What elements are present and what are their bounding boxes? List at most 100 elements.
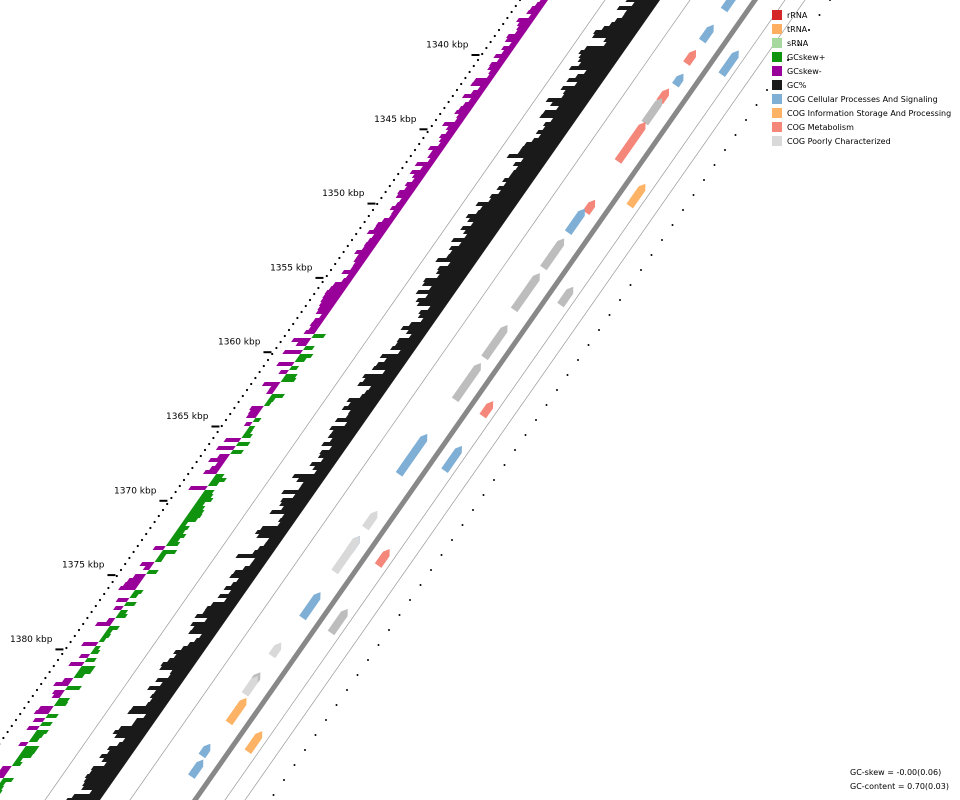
gc-content-bar [320, 458, 340, 462]
gene-arrow [451, 362, 481, 403]
gc-skew-bar [94, 622, 113, 626]
scale-dot [128, 556, 131, 560]
gc-content-bar [428, 286, 460, 290]
scale-dot [304, 304, 307, 308]
gc-skew-bar [276, 362, 295, 366]
gc-skew-bar [295, 342, 309, 346]
scale-dot [650, 254, 653, 256]
scale-dot [283, 779, 285, 781]
gene-arrow [718, 50, 739, 78]
gc-skew-bar [37, 706, 54, 710]
gc-skew-bar [193, 502, 206, 506]
gc-skew-bar [139, 562, 155, 566]
gc-skew-bar [0, 782, 6, 786]
scale-dot [293, 764, 296, 766]
gc-skew-bar [214, 462, 225, 466]
gc-skew-bar [62, 678, 74, 682]
gc-skew-bar [252, 418, 262, 422]
gc-content-bar [566, 78, 606, 82]
gc-content-bar [458, 242, 491, 246]
gc-content-bar [394, 342, 421, 346]
scale-dot [503, 464, 506, 466]
gc-content-bar [542, 110, 583, 114]
scale-dot [377, 644, 380, 646]
gc-content-bar [465, 214, 511, 218]
gene-arrow [641, 98, 663, 126]
gc-skew-bar [165, 542, 181, 546]
gc-content-bar [511, 170, 541, 174]
scale-dot [818, 14, 821, 16]
scale-dot [502, 22, 505, 26]
gc-skew-bar [223, 438, 242, 442]
tick-label: 1340 kbp [426, 41, 469, 51]
gene [626, 183, 646, 209]
scale-dot [216, 430, 219, 434]
gc-content-bar [470, 222, 505, 226]
scale-dot [481, 52, 484, 56]
gc-content-bar [422, 278, 466, 282]
scale-dot [468, 70, 471, 74]
gene-arrow [557, 286, 574, 308]
gc-content-bar [223, 586, 250, 590]
gc-content-bar [435, 258, 480, 262]
gc-skew-bar [269, 394, 285, 398]
gc-skew-bar [454, 110, 471, 114]
gene [614, 122, 646, 164]
gc-content-bar [418, 310, 443, 314]
gc-skew-bar [215, 446, 236, 450]
gene [225, 697, 247, 726]
gene [331, 536, 360, 575]
scale-dot [77, 628, 81, 632]
gene-arrow [225, 697, 247, 726]
gc-content-bar [560, 86, 600, 90]
gc-content-bar [329, 438, 354, 442]
gc-skew-bar [375, 222, 393, 226]
gc-skew-bar [106, 618, 116, 622]
gc-content-bar [309, 462, 337, 466]
gc-content-bar [575, 74, 609, 78]
legend-swatch [772, 24, 782, 34]
gc-skew-bar [427, 146, 446, 150]
gc-content-bar [362, 378, 396, 382]
gc-skew-bar [202, 490, 215, 494]
gc-skew-bar [328, 286, 348, 290]
gc-skew-bar [516, 18, 536, 22]
gene [451, 362, 481, 403]
gc-content-bar [280, 498, 312, 502]
gc-content-bar [517, 150, 555, 154]
gc-skew-bar [315, 310, 331, 314]
gc-skew-bar [90, 650, 101, 654]
gc-content-bar [448, 246, 488, 250]
gc-content-bar [498, 190, 527, 194]
gc-content-bar [603, 42, 631, 46]
gc-skew-bar [345, 274, 357, 278]
scale-dot [409, 154, 412, 158]
legend-item: COG Information Storage And Processing [772, 106, 951, 120]
gc-skew-bar [317, 306, 334, 310]
gc-content-bar [249, 562, 267, 566]
gc-content-bar [82, 782, 113, 786]
gc-skew-bar [268, 386, 278, 390]
gc-skew-bar [488, 70, 499, 74]
scale-dot [208, 442, 211, 446]
gc-skew-bar [247, 410, 261, 414]
gc-skew-bar [529, 6, 544, 10]
gc-skew-bar [506, 34, 525, 38]
scale-dot [103, 592, 106, 596]
gc-content-bar [224, 598, 242, 602]
gc-skew-bar [411, 174, 427, 178]
gc-content-bar [609, 22, 645, 26]
gc-content-bar [173, 650, 205, 654]
scale-dot [237, 400, 240, 404]
gc-skew-bar [104, 630, 113, 634]
scale-dot [661, 239, 663, 241]
gc-skew-bar [461, 94, 483, 98]
legend-label: sRNA [787, 38, 809, 48]
scale-dot [182, 478, 186, 482]
gc-content-bar [127, 710, 163, 714]
legend-swatch [772, 66, 782, 76]
gc-content-bar [578, 50, 625, 54]
scale-dot [371, 208, 375, 212]
gc-content-bar [347, 410, 373, 414]
gene [241, 676, 258, 697]
